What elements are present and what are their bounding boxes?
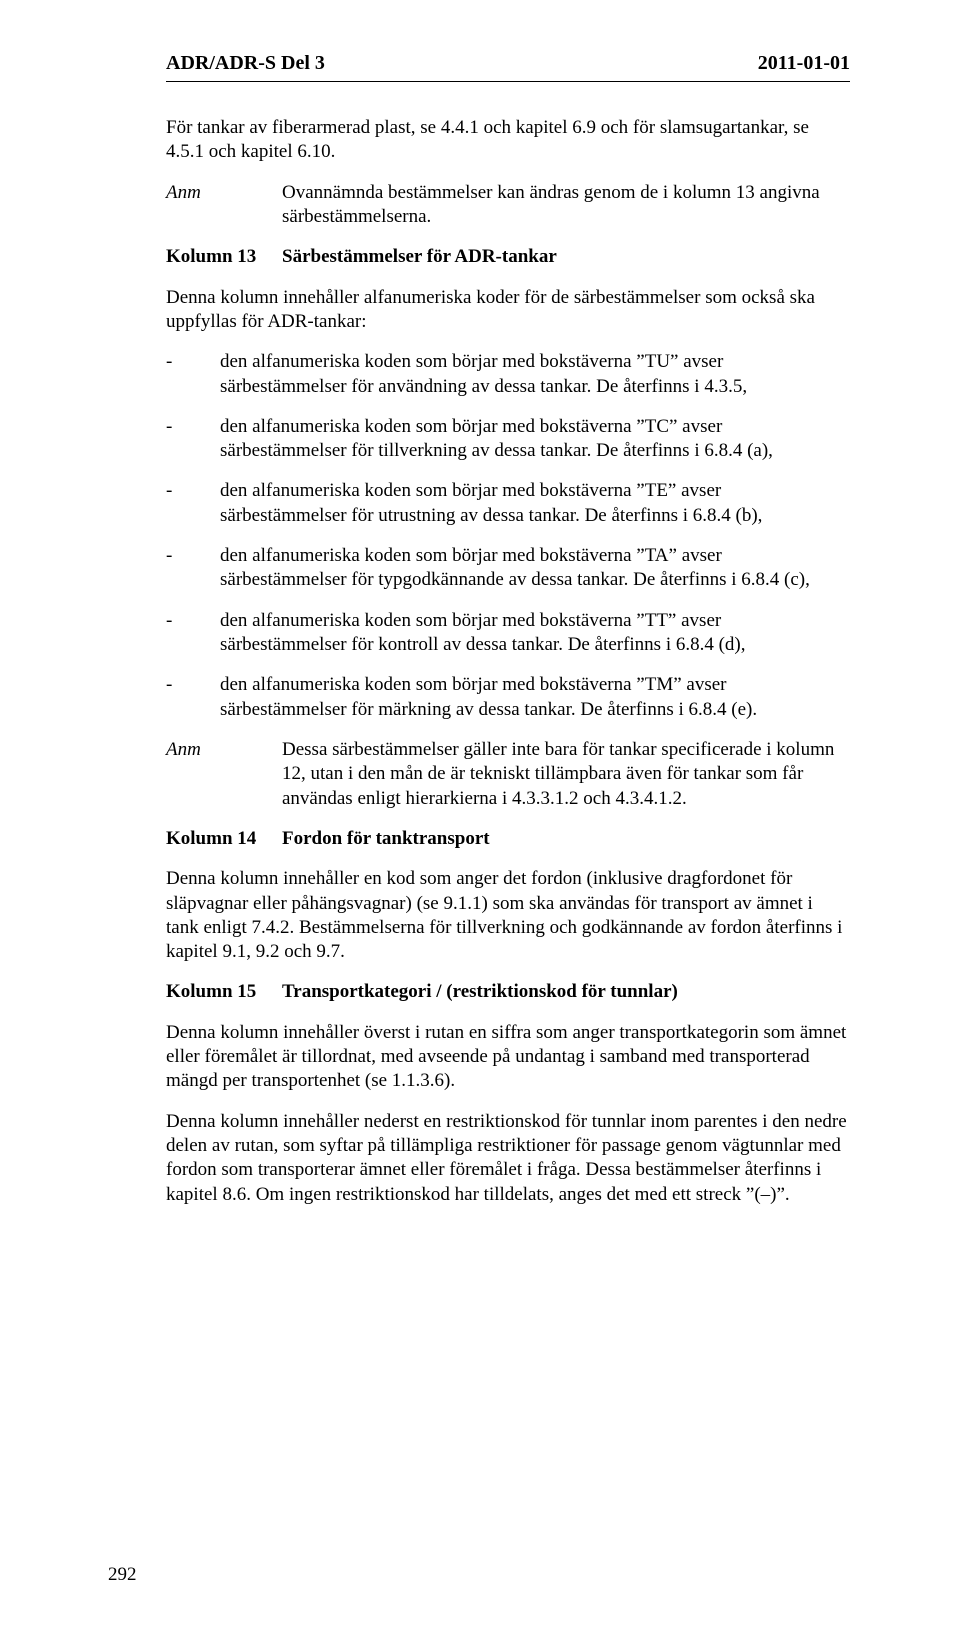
header-left: ADR/ADR-S Del 3 — [166, 52, 325, 75]
list-item-text: den alfanumeriska koden som börjar med b… — [220, 350, 850, 399]
column-15-title: Transportkategori / (restriktionskod för… — [282, 980, 850, 1004]
dash-icon: - — [166, 544, 220, 593]
dash-icon: - — [166, 350, 220, 399]
list-item-text: den alfanumeriska koden som börjar med b… — [220, 609, 850, 658]
list-item-text: den alfanumeriska koden som börjar med b… — [220, 415, 850, 464]
note-1-label: Anm — [166, 181, 282, 230]
list-item: - den alfanumeriska koden som börjar med… — [166, 415, 850, 464]
page-header: ADR/ADR-S Del 3 2011-01-01 — [166, 52, 850, 75]
list-item: - den alfanumeriska koden som börjar med… — [166, 673, 850, 722]
column-14-text: Denna kolumn innehåller en kod som anger… — [166, 867, 850, 964]
column-13-intro: Denna kolumn innehåller alfanumeriska ko… — [166, 286, 850, 335]
list-item-text: den alfanumeriska koden som börjar med b… — [220, 479, 850, 528]
column-14-title: Fordon för tanktransport — [282, 827, 850, 851]
column-13-label: Kolumn 13 — [166, 245, 282, 269]
note-2: Anm Dessa särbestämmelser gäller inte ba… — [166, 738, 850, 811]
document-page: ADR/ADR-S Del 3 2011-01-01 För tankar av… — [0, 0, 960, 1626]
column-13-title: Särbestämmelser för ADR-tankar — [282, 245, 850, 269]
note-1-text: Ovannämnda bestämmelser kan ändras genom… — [282, 181, 850, 230]
header-right: 2011-01-01 — [758, 52, 850, 75]
dash-icon: - — [166, 609, 220, 658]
list-item-text: den alfanumeriska koden som börjar med b… — [220, 673, 850, 722]
note-2-label: Anm — [166, 738, 282, 811]
list-item-text: den alfanumeriska koden som börjar med b… — [220, 544, 850, 593]
page-number: 292 — [108, 1564, 137, 1586]
note-2-text: Dessa särbestämmelser gäller inte bara f… — [282, 738, 850, 811]
header-rule — [166, 81, 850, 82]
dash-icon: - — [166, 673, 220, 722]
column-15-heading: Kolumn 15 Transportkategori / (restrikti… — [166, 980, 850, 1004]
list-item: - den alfanumeriska koden som börjar med… — [166, 479, 850, 528]
column-15-label: Kolumn 15 — [166, 980, 282, 1004]
list-item: - den alfanumeriska koden som börjar med… — [166, 609, 850, 658]
bullet-list: - den alfanumeriska koden som börjar med… — [166, 350, 850, 722]
dash-icon: - — [166, 479, 220, 528]
list-item: - den alfanumeriska koden som börjar med… — [166, 544, 850, 593]
column-15-text-2: Denna kolumn innehåller nederst en restr… — [166, 1110, 850, 1207]
note-1: Anm Ovannämnda bestämmelser kan ändras g… — [166, 181, 850, 230]
column-14-label: Kolumn 14 — [166, 827, 282, 851]
column-15-text-1: Denna kolumn innehåller överst i rutan e… — [166, 1021, 850, 1094]
list-item: - den alfanumeriska koden som börjar med… — [166, 350, 850, 399]
dash-icon: - — [166, 415, 220, 464]
column-13-heading: Kolumn 13 Särbestämmelser för ADR-tankar — [166, 245, 850, 269]
column-14-heading: Kolumn 14 Fordon för tanktransport — [166, 827, 850, 851]
intro-paragraph: För tankar av fiberarmerad plast, se 4.4… — [166, 116, 850, 165]
